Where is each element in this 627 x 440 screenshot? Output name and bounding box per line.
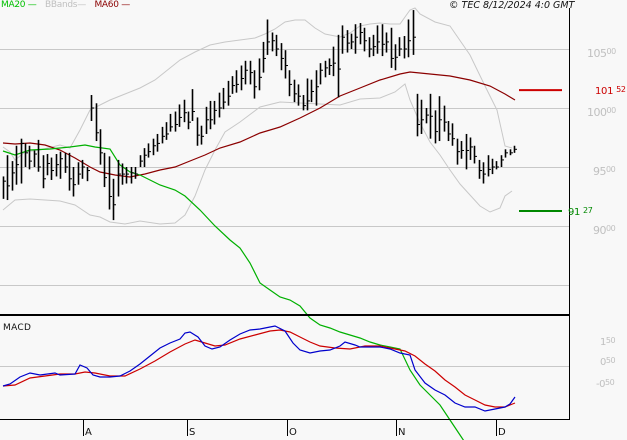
- legend-bbands: BBands—: [45, 0, 86, 10]
- price-tick-label: 9500: [593, 165, 616, 178]
- chart-frame: [0, 8, 570, 420]
- bollinger-bands: [2, 7, 513, 225]
- ma20-line: [2, 144, 465, 440]
- x-label-s: S: [189, 427, 196, 438]
- price-gridlines: [0, 49, 569, 367]
- copyright-timestamp: © TEC 8/12/2024 4:0 GMT: [449, 0, 575, 11]
- x-label-d: D: [498, 427, 506, 438]
- macd-tick-label: 050: [600, 356, 616, 368]
- legend-ma60: MA60 —: [94, 0, 130, 10]
- legend: MA20 — BBands— MA60 —: [1, 0, 136, 11]
- macd-tick-label: -050: [596, 378, 615, 390]
- price-tick-label: 10500: [587, 47, 616, 60]
- macd-panel-title: MACD: [3, 323, 32, 333]
- resistance-level-label: 101 52: [595, 85, 626, 97]
- macd-lines: [2, 325, 516, 412]
- x-label-o: O: [289, 427, 297, 438]
- ma60-line: [2, 71, 516, 178]
- price-tick-label: 10000: [587, 106, 616, 119]
- x-axis-ticks: [83, 420, 497, 436]
- x-label-a: A: [85, 427, 92, 438]
- macd-tick-label: 150: [600, 336, 616, 348]
- x-label-n: N: [398, 427, 406, 438]
- legend-ma20: MA20 —: [1, 0, 37, 10]
- support-level-label: 91 27: [568, 206, 593, 218]
- level-lines: [519, 89, 562, 213]
- price-tick-label: 9000: [593, 224, 616, 237]
- ohlc-bars: [2, 10, 517, 221]
